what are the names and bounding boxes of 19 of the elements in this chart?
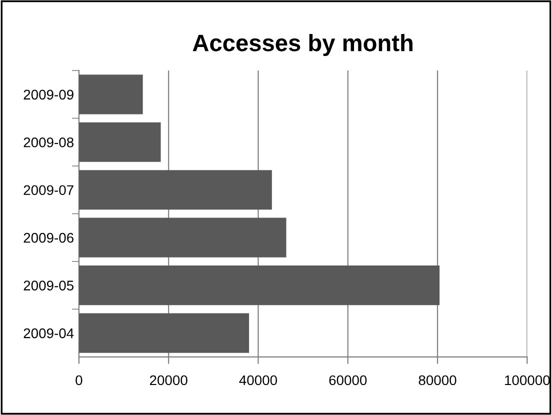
x-tick-label: 60000 [329, 375, 367, 386]
y-tick-label: 2009-06 [24, 232, 74, 243]
x-tick-label: 0 [76, 375, 82, 386]
bar [78, 266, 440, 306]
y-tick-label: 2009-05 [24, 280, 74, 290]
y-tick-label: 2009-07 [24, 185, 74, 196]
x-tick-label: 80000 [418, 375, 456, 386]
chart-title: Accesses by month [192, 34, 412, 56]
x-tick-label: 100000 [505, 375, 550, 386]
bar [78, 170, 272, 210]
y-tick-label: 2009-09 [24, 90, 74, 100]
y-tick-label: 2009-08 [24, 137, 74, 148]
bar [78, 122, 161, 162]
x-tick-label: 20000 [150, 375, 188, 386]
bar [78, 313, 250, 353]
bar [78, 218, 286, 258]
bar [78, 74, 143, 114]
x-tick-label: 40000 [239, 375, 277, 386]
y-tick-label: 2009-04 [24, 328, 74, 338]
